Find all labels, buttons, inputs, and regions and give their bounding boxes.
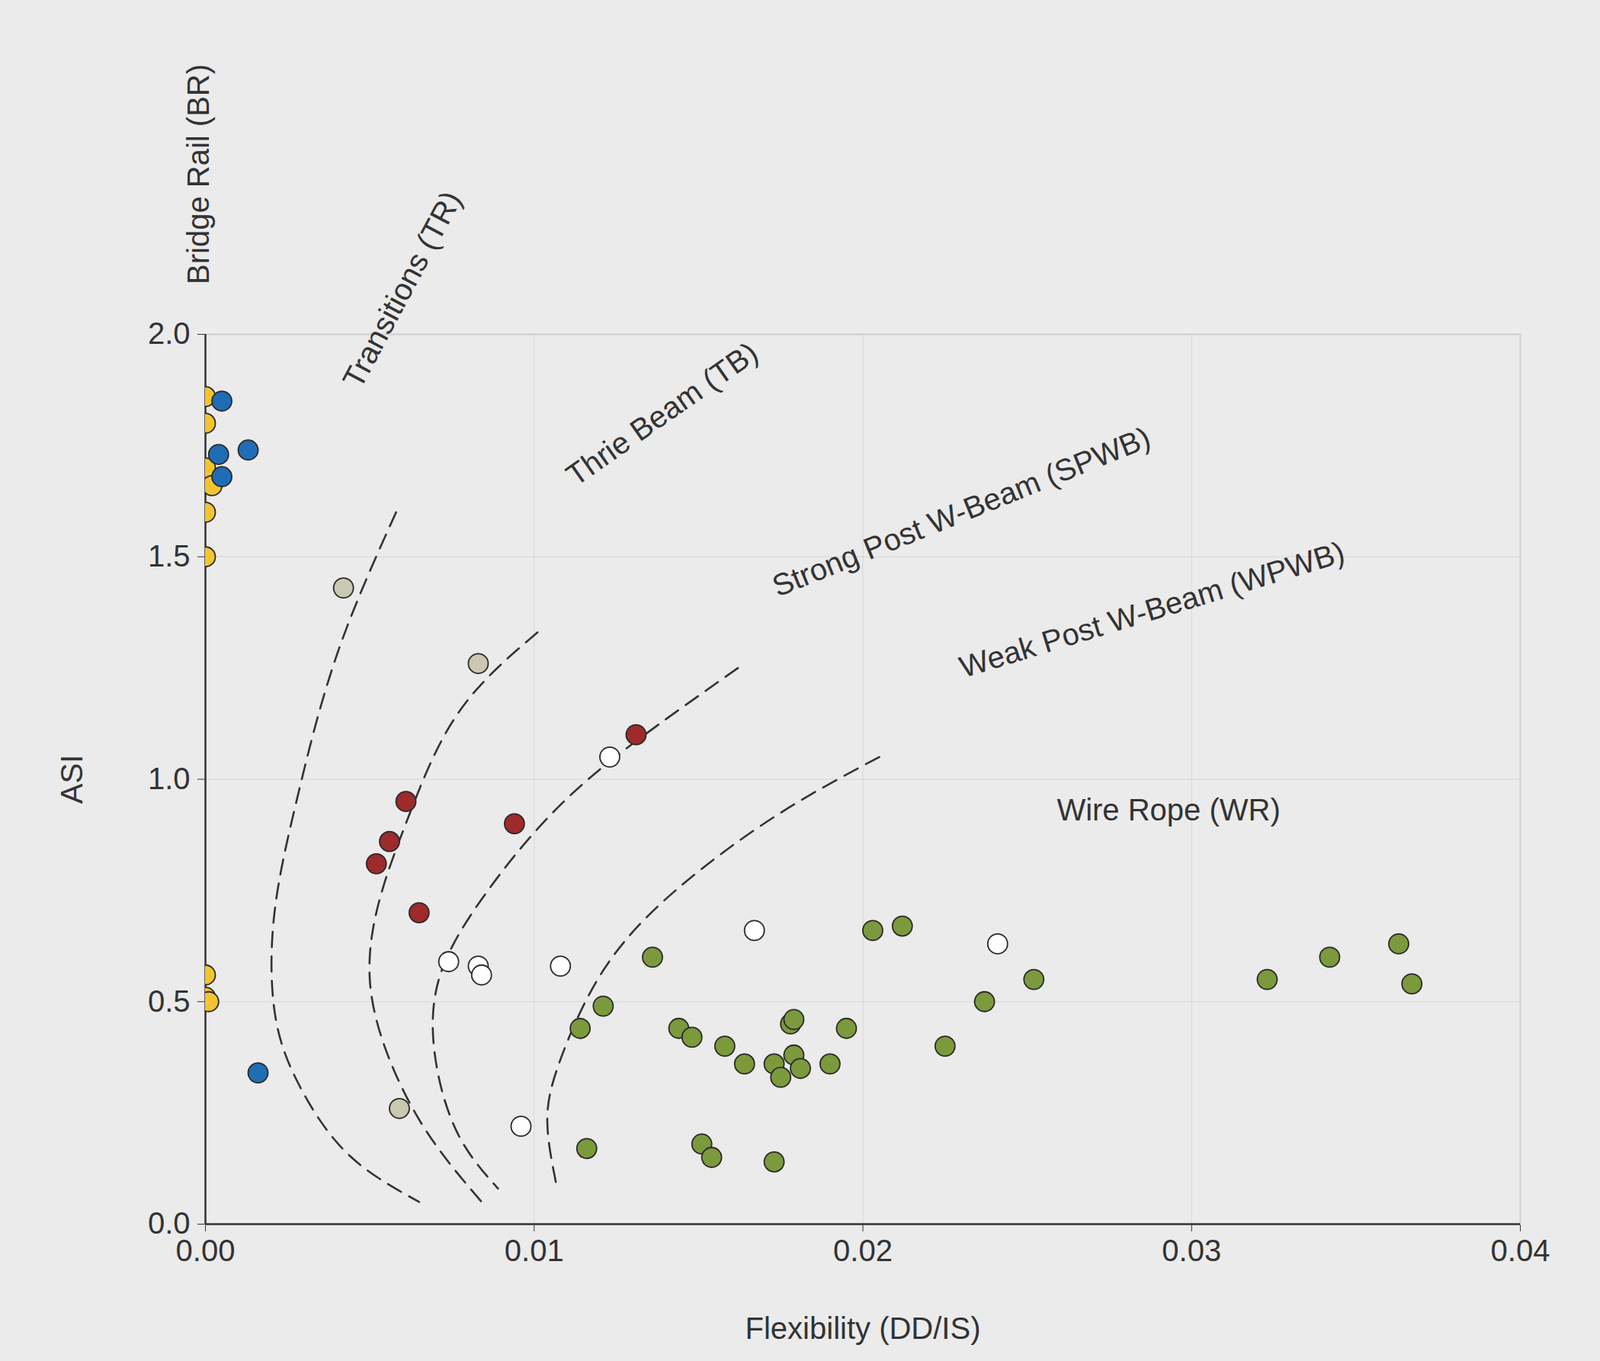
svg-text:0.00: 0.00 — [176, 1233, 236, 1267]
svg-text:1.5: 1.5 — [147, 538, 191, 573]
svg-text:1.0: 1.0 — [147, 761, 191, 796]
svg-text:0.02: 0.02 — [833, 1233, 893, 1267]
svg-text:Bridge Rail (BR): Bridge Rail (BR) — [181, 64, 215, 285]
svg-text:Strong Post W-Beam (SPWB): Strong Post W-Beam (SPWB) — [767, 420, 1155, 603]
svg-text:Flexibility (DD/IS): Flexibility (DD/IS) — [745, 1311, 982, 1345]
svg-text:0.0: 0.0 — [147, 1206, 191, 1240]
svg-text:0.01: 0.01 — [504, 1233, 565, 1267]
svg-text:Weak Post W-Beam (WPWB): Weak Post W-Beam (WPWB) — [955, 534, 1349, 684]
svg-text:ASI: ASI — [54, 754, 89, 804]
svg-text:0.04: 0.04 — [1490, 1233, 1551, 1267]
svg-text:Transitions (TR): Transitions (TR) — [336, 185, 469, 393]
svg-text:2.0: 2.0 — [147, 316, 191, 350]
svg-text:0.03: 0.03 — [1161, 1233, 1222, 1267]
svg-text:Thrie Beam (TB): Thrie Beam (TB) — [560, 335, 764, 493]
svg-text:Wire Rope (WR): Wire Rope (WR) — [1056, 792, 1280, 827]
svg-text:0.5: 0.5 — [147, 984, 191, 1018]
